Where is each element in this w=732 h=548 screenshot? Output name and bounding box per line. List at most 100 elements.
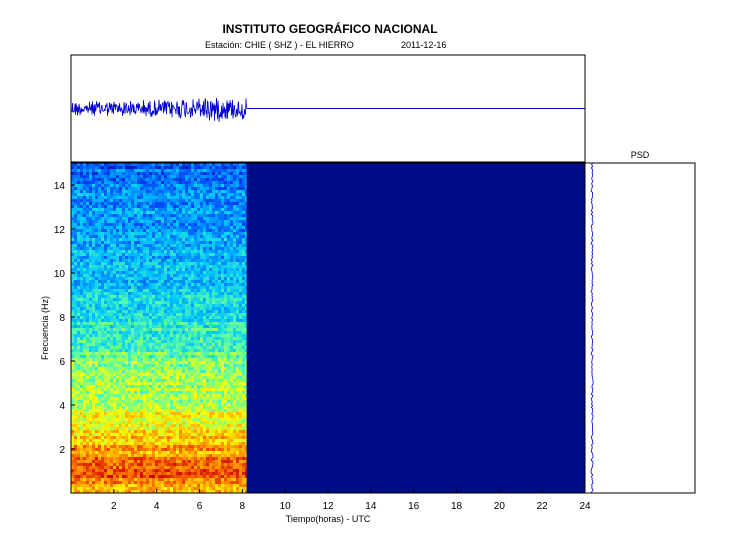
spectrogram-cell [170, 352, 174, 356]
spectrogram-cell [104, 394, 108, 398]
spectrogram-cell [92, 217, 96, 221]
spectrogram-cell [119, 163, 123, 167]
spectrogram-cell [89, 268, 93, 272]
spectrogram-cell [146, 376, 150, 380]
spectrogram-cell [110, 166, 114, 170]
spectrogram-cell [206, 277, 210, 281]
spectrogram-cell [164, 313, 168, 317]
spectrogram-cell [179, 334, 183, 338]
spectrogram-cell [122, 268, 126, 272]
spectrogram-cell [152, 193, 156, 197]
spectrogram-cell [215, 277, 219, 281]
spectrogram-cell [134, 331, 138, 335]
spectrogram-cell [194, 205, 198, 209]
spectrogram-cell [170, 319, 174, 323]
spectrogram-cell [131, 253, 135, 257]
spectrogram-cell [128, 271, 132, 275]
spectrogram-cell [137, 247, 141, 251]
spectrogram-cell [77, 250, 81, 254]
spectrogram-cell [158, 373, 162, 377]
spectrogram-cell [137, 283, 141, 287]
spectrogram-cell [152, 289, 156, 293]
spectrogram-cell [164, 304, 168, 308]
spectrogram-cell [215, 232, 219, 236]
spectrogram-cell [107, 409, 111, 413]
spectrogram-cell [155, 382, 159, 386]
spectrogram-cell [206, 343, 210, 347]
spectrogram-cell [161, 268, 165, 272]
spectrogram-cell [128, 259, 132, 263]
spectrogram-cell [188, 178, 192, 182]
spectrogram-cell [245, 313, 247, 317]
spectrogram-cell [98, 331, 102, 335]
spectrogram-cell [230, 361, 234, 365]
spectrogram-cell [206, 268, 210, 272]
spectrogram-cell [104, 322, 108, 326]
spectrogram-cell [152, 343, 156, 347]
seismogram-trace [70, 97, 585, 122]
spectrogram-cell [158, 367, 162, 371]
spectrogram-cell [161, 364, 165, 368]
spectrogram-cell [176, 256, 180, 260]
spectrogram-cell [191, 262, 195, 266]
spectrogram-cell [245, 310, 247, 314]
spectrogram-cell [206, 400, 210, 404]
spectrogram-cell [74, 166, 78, 170]
spectrogram-cell [188, 169, 192, 173]
spectrogram-cell [152, 415, 156, 419]
spectrogram-cell [206, 385, 210, 389]
spectrogram-cell [128, 220, 132, 224]
spectrogram-cell [179, 265, 183, 269]
spectrogram-cell [143, 331, 147, 335]
spectrogram-cell [113, 253, 117, 257]
spectrogram-cell [152, 295, 156, 299]
spectrogram-cell [146, 253, 150, 257]
spectrogram-cell [239, 367, 243, 371]
spectrogram-cell [161, 406, 165, 410]
spectrogram-cell [203, 196, 207, 200]
spectrogram-cell [155, 169, 159, 173]
spectrogram-cell [161, 196, 165, 200]
spectrogram-cell [242, 184, 246, 188]
spectrogram-cell [113, 277, 117, 281]
spectrogram-cell [101, 415, 105, 419]
spectrogram-cell [185, 184, 189, 188]
spectrogram-cell [95, 304, 99, 308]
spectrogram-cell [89, 232, 93, 236]
spectrogram-cell [173, 355, 177, 359]
spectrogram-cell [104, 400, 108, 404]
spectrogram-cell [116, 220, 120, 224]
spectrogram-cell [191, 244, 195, 248]
spectrogram-cell [242, 328, 246, 332]
spectrogram-cell [167, 352, 171, 356]
spectrogram-cell [101, 298, 105, 302]
spectrogram-cell [236, 268, 240, 272]
spectrogram-cell [89, 352, 93, 356]
spectrogram-cell [125, 352, 129, 356]
spectrogram-cell [176, 376, 180, 380]
spectrogram-cell [149, 397, 153, 401]
spectrogram-cell [134, 265, 138, 269]
spectrogram-cell [215, 199, 219, 203]
spectrogram-cell [95, 193, 99, 197]
spectrogram-cell [224, 250, 228, 254]
spectrogram-cell [95, 238, 99, 242]
spectrogram-cell [137, 223, 141, 227]
spectrogram-cell [206, 382, 210, 386]
spectrogram-cell [137, 385, 141, 389]
spectrogram-cell [227, 304, 231, 308]
spectrogram-cell [185, 322, 189, 326]
spectrogram-cell [149, 394, 153, 398]
spectrogram-cell [188, 406, 192, 410]
spectrogram-cell [206, 202, 210, 206]
spectrogram-cell [170, 283, 174, 287]
spectrogram-cell [185, 349, 189, 353]
spectrogram-cell [221, 256, 225, 260]
spectrogram-cell [203, 187, 207, 191]
spectrogram-cell [149, 217, 153, 221]
spectrogram-cell [98, 334, 102, 338]
spectrogram-cell [194, 346, 198, 350]
spectrogram-cell [146, 286, 150, 290]
spectrogram-cell [152, 262, 156, 266]
spectrogram-cell [110, 334, 114, 338]
